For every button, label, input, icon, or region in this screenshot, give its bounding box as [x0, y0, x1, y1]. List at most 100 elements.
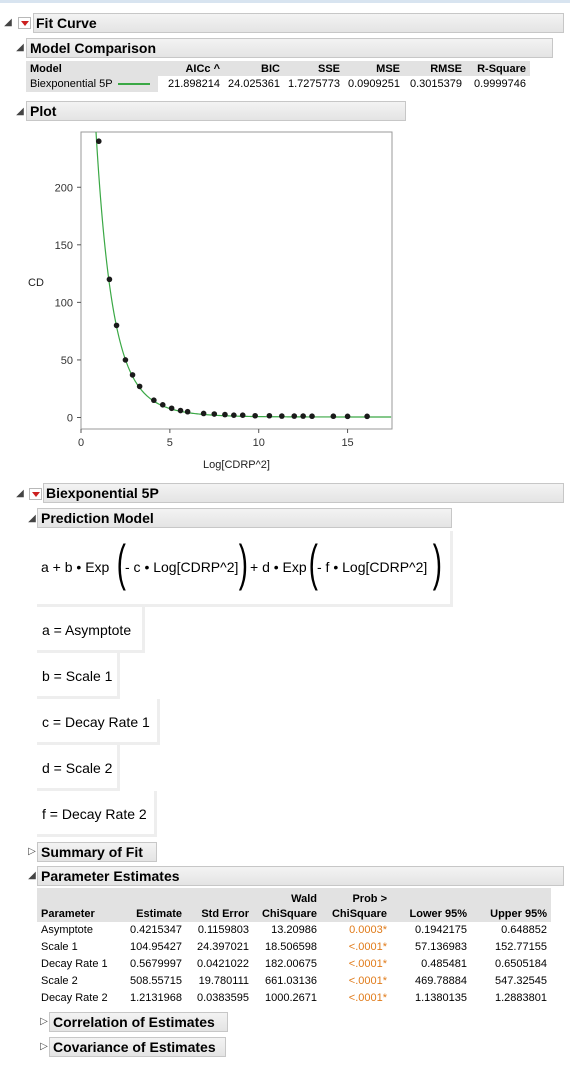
table-row[interactable]: Decay Rate 2 1.2131968 0.0383595 1000.26…	[37, 989, 551, 1006]
open-paren: (	[308, 535, 318, 591]
covariance-of-estimates-header[interactable]: Covariance of Estimates	[49, 1037, 226, 1057]
col-header-rmse[interactable]: RMSE	[404, 61, 466, 76]
formula-inner-2: - f • Log[CDRP^2]	[317, 559, 428, 575]
model-name-cell: Biexponential 5P	[26, 76, 158, 92]
col-header-lower-95[interactable]: Lower 95%	[391, 888, 471, 922]
param-def-d: d = Scale 2	[37, 745, 120, 791]
model-comparison-title: Model Comparison	[30, 40, 157, 56]
data-point	[300, 413, 306, 419]
fit-curve-header[interactable]: Fit Curve	[33, 13, 564, 33]
col-header-parameter[interactable]: Parameter	[37, 888, 119, 922]
lower-value: 1.1380135	[415, 991, 467, 1004]
x-tick-label: 10	[253, 437, 265, 449]
collapse-triangle-icon[interactable]: ◢	[16, 106, 24, 117]
y-tick-label: 100	[55, 297, 73, 309]
table-row[interactable]: Decay Rate 1 0.5679997 0.0421022 182.006…	[37, 956, 551, 973]
estimate-value: 0.5679997	[130, 957, 182, 970]
expand-triangle-icon[interactable]: ▷	[28, 846, 36, 857]
col-header-upper-95[interactable]: Upper 95%	[471, 888, 551, 922]
estimate-value: 104.95427	[130, 941, 182, 954]
parameter-estimates-header[interactable]: Parameter Estimates	[37, 866, 564, 886]
biexponential-title: Biexponential 5P	[46, 485, 159, 501]
collapse-triangle-icon[interactable]: ◢	[16, 488, 24, 499]
summary-of-fit-header[interactable]: Summary of Fit	[37, 842, 157, 862]
param-def-b: b = Scale 1	[37, 653, 120, 699]
data-point	[136, 383, 143, 390]
table-row[interactable]: Asymptote 0.4215347 0.1159803 13.20986 0…	[37, 922, 551, 939]
close-paren: )	[432, 535, 442, 591]
std-error-value: 0.0421022	[197, 957, 249, 970]
model-comparison-table: Model AICc ^ BIC SSE MSE RMSE R-Square B…	[26, 61, 530, 92]
top-border	[0, 0, 570, 3]
correlation-title: Correlation of Estimates	[53, 1014, 215, 1030]
col-header-std-error[interactable]: Std Error	[186, 888, 253, 922]
fit-plot[interactable]: 0 50 100 150 200 0 5 10 15 Log[CDRP^2] CD	[20, 124, 410, 476]
data-point	[95, 138, 102, 145]
prediction-model-title: Prediction Model	[41, 510, 154, 526]
lower-value: 0.1942175	[415, 924, 467, 937]
estimate-value: 1.2131968	[130, 991, 182, 1004]
collapse-triangle-icon[interactable]: ◢	[28, 870, 36, 881]
chisquare-value: 18.506598	[265, 941, 317, 954]
param-name: Decay Rate 1	[41, 957, 108, 970]
y-tick-label: 150	[55, 240, 73, 252]
prob-value: <.0001*	[348, 941, 387, 954]
prob-value: <.0001*	[348, 957, 387, 970]
col-header-prob-chisquare[interactable]: Prob > ChiSquare	[321, 888, 391, 922]
prob-value: <.0001*	[348, 991, 387, 1004]
estimate-value: 0.4215347	[130, 924, 182, 937]
data-point	[364, 413, 370, 420]
col-header-rsquare[interactable]: R-Square	[466, 61, 530, 76]
data-point	[266, 412, 273, 419]
formula-inner-1: - c • Log[CDRP^2]	[125, 559, 239, 575]
biexponential-menu-icon[interactable]	[29, 488, 42, 500]
collapse-triangle-icon[interactable]: ◢	[4, 17, 12, 28]
col-header-sse[interactable]: SSE	[284, 61, 344, 76]
table-row[interactable]: Scale 2 508.55715 19.780111 661.03136 <.…	[37, 972, 551, 989]
collapse-triangle-icon[interactable]: ◢	[28, 513, 36, 524]
bic-value: 24.025361	[228, 78, 280, 90]
expand-triangle-icon[interactable]: ▷	[40, 1041, 48, 1052]
col-header-estimate[interactable]: Estimate	[119, 888, 186, 922]
param-def-a: a = Asymptote	[37, 607, 145, 653]
data-point	[129, 372, 136, 378]
chisquare-value: 13.20986	[271, 924, 317, 937]
col-header-wald-chisquare[interactable]: Wald ChiSquare	[253, 888, 321, 922]
data-point	[151, 397, 157, 404]
lower-value: 469.78884	[415, 974, 467, 987]
col-header-aicc[interactable]: AICc ^	[158, 61, 224, 76]
data-point	[122, 357, 129, 363]
table-row[interactable]: Biexponential 5P 21.898214 24.025361 1.7…	[26, 76, 530, 92]
fit-curve-menu-icon[interactable]	[18, 17, 31, 29]
param-name: Asymptote	[41, 924, 93, 937]
x-tick-label: 0	[78, 437, 84, 449]
prob-value: <.0001*	[348, 974, 387, 987]
sse-value: 1.7275773	[288, 78, 340, 90]
correlation-of-estimates-header[interactable]: Correlation of Estimates	[49, 1012, 228, 1032]
std-error-value: 0.0383595	[197, 991, 249, 1004]
prediction-model-header[interactable]: Prediction Model	[37, 508, 452, 528]
formula-part-1: a + b • Exp	[41, 559, 110, 575]
upper-value: 0.6505184	[495, 957, 547, 970]
collapse-triangle-icon[interactable]: ◢	[16, 42, 24, 53]
table-row[interactable]: Scale 1 104.95427 24.397021 18.506598 <.…	[37, 939, 551, 956]
std-error-value: 19.780111	[198, 974, 249, 987]
fit-curve-title: Fit Curve	[36, 15, 97, 31]
col-header-mse[interactable]: MSE	[344, 61, 404, 76]
col-header-model[interactable]: Model	[26, 61, 158, 76]
upper-value: 152.77155	[495, 941, 547, 954]
expand-triangle-icon[interactable]: ▷	[40, 1016, 48, 1027]
lower-value: 0.485481	[421, 957, 467, 970]
model-comparison-header[interactable]: Model Comparison	[26, 38, 553, 58]
rmse-value: 0.3015379	[410, 78, 462, 90]
mse-value: 0.0909251	[348, 78, 400, 90]
param-def-c: c = Decay Rate 1	[37, 699, 160, 745]
param-def-f: f = Decay Rate 2	[37, 791, 157, 837]
plot-title: Plot	[30, 103, 57, 119]
data-point	[252, 412, 258, 419]
biexponential-header[interactable]: Biexponential 5P	[43, 483, 564, 503]
data-point	[184, 408, 191, 415]
chisquare-value: 1000.2671	[265, 991, 317, 1004]
plot-header[interactable]: Plot	[26, 101, 406, 121]
col-header-bic[interactable]: BIC	[224, 61, 284, 76]
